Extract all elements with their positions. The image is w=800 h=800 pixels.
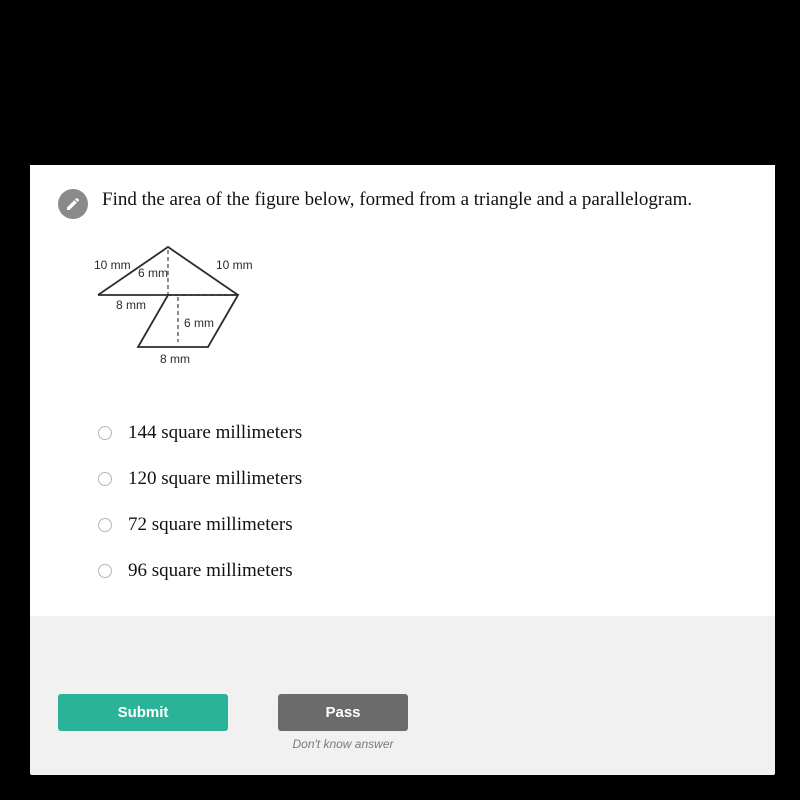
pencil-icon — [58, 189, 88, 219]
pass-subtext: Don't know answer — [292, 737, 393, 751]
answer-option[interactable]: 96 square millimeters — [98, 548, 747, 594]
pass-group: Pass Don't know answer — [278, 694, 408, 751]
submit-button[interactable]: Submit — [58, 694, 228, 731]
question-prompt: Find the area of the figure below, forme… — [102, 187, 692, 213]
radio-icon — [98, 518, 112, 532]
action-bar: Submit Pass Don't know answer — [58, 694, 408, 751]
pass-label: Pass — [325, 704, 360, 721]
answer-option[interactable]: 72 square millimeters — [98, 502, 747, 548]
tri-left-label: 10 mm — [94, 258, 131, 272]
answer-list: 144 square millimeters 120 square millim… — [98, 410, 747, 594]
radio-icon — [98, 426, 112, 440]
question-card: Find the area of the figure below, forme… — [30, 165, 775, 775]
pass-button[interactable]: Pass — [278, 694, 408, 731]
viewport-dark-background: Find the area of the figure below, forme… — [0, 0, 800, 800]
par-height-label: 6 mm — [184, 316, 214, 330]
radio-icon — [98, 564, 112, 578]
tri-height-label: 6 mm — [138, 266, 168, 280]
answer-text: 120 square millimeters — [128, 468, 302, 490]
answer-text: 96 square millimeters — [128, 560, 293, 582]
answer-text: 72 square millimeters — [128, 514, 293, 536]
answer-text: 144 square millimeters — [128, 422, 302, 444]
answer-option[interactable]: 144 square millimeters — [98, 410, 747, 456]
answer-option[interactable]: 120 square millimeters — [98, 456, 747, 502]
question-panel: Find the area of the figure below, forme… — [30, 165, 775, 616]
radio-icon — [98, 472, 112, 486]
geometry-figure: 10 mm 10 mm 6 mm 8 mm 6 mm 8 mm — [68, 237, 747, 392]
tri-right-label: 10 mm — [216, 258, 253, 272]
submit-label: Submit — [118, 704, 169, 721]
tri-base-label: 8 mm — [116, 298, 146, 312]
question-header: Find the area of the figure below, forme… — [58, 187, 747, 219]
par-base-label: 8 mm — [160, 352, 190, 366]
